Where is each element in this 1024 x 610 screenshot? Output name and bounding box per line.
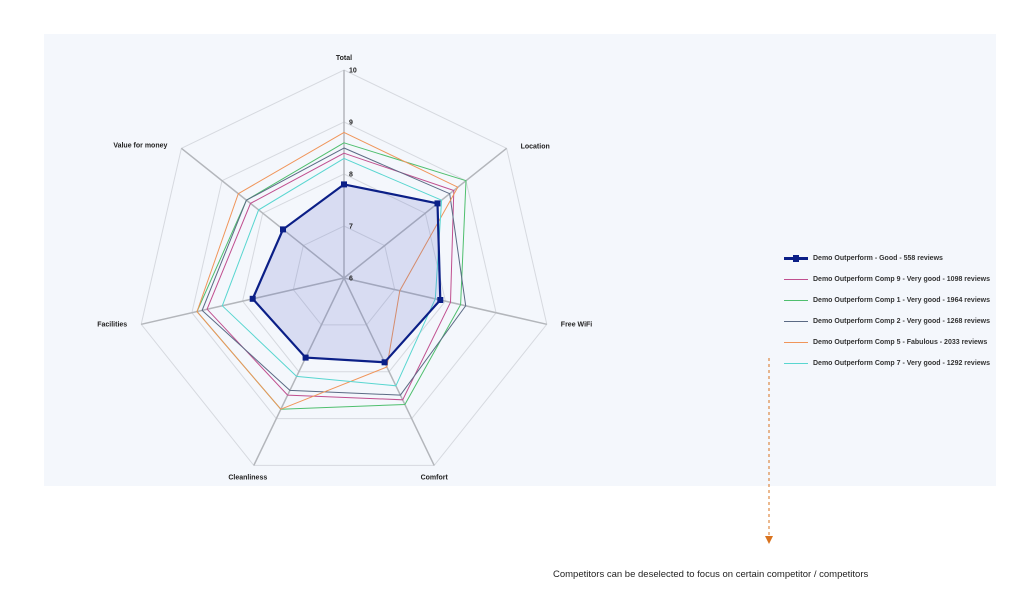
axis-label: Location bbox=[521, 143, 550, 150]
series-line bbox=[201, 147, 467, 396]
legend-item[interactable]: Demo Outperform - Good - 558 reviews bbox=[784, 248, 1024, 269]
axis-spoke bbox=[253, 277, 345, 466]
legend-label: Demo Outperform - Good - 558 reviews bbox=[813, 255, 943, 262]
data-point bbox=[280, 226, 286, 233]
radar-series bbox=[196, 131, 467, 410]
tick-label: 6 bbox=[349, 276, 353, 283]
legend-label: Demo Outperform Comp 1 - Very good - 196… bbox=[813, 297, 990, 304]
radar-grid bbox=[140, 69, 548, 466]
axis-spoke bbox=[343, 147, 508, 279]
legend-swatch bbox=[784, 297, 808, 304]
radar-labels: 6 7 8 9 10 Total Location Free WiFi Comfort Clean… bbox=[97, 55, 592, 481]
axis-label: Facilities bbox=[97, 321, 127, 328]
grid-ring bbox=[242, 173, 446, 373]
annotation-arrow bbox=[765, 358, 773, 544]
tick-label: 9 bbox=[349, 120, 353, 127]
tick-label: 10 bbox=[349, 68, 357, 75]
legend-item[interactable]: Demo Outperform Comp 9 - Very good - 109… bbox=[784, 269, 1024, 290]
legend-item[interactable]: Demo Outperform Comp 1 - Very good - 196… bbox=[784, 290, 1024, 311]
grid-ring bbox=[140, 69, 548, 466]
tick-label: 8 bbox=[349, 172, 353, 179]
series-line bbox=[206, 152, 455, 401]
tick-label: 7 bbox=[349, 224, 353, 231]
legend-item[interactable]: Demo Outperform Comp 2 - Very good - 126… bbox=[784, 311, 1024, 332]
data-point bbox=[302, 354, 309, 361]
axis-spoke bbox=[343, 277, 435, 466]
legend-label: Demo Outperform Comp 7 - Very good - 129… bbox=[813, 360, 990, 367]
data-point bbox=[249, 295, 256, 302]
axis-label: Total bbox=[336, 55, 352, 62]
legend-swatch bbox=[784, 255, 808, 262]
legend-swatch bbox=[784, 276, 808, 283]
axis-spoke bbox=[180, 147, 345, 279]
chart-panel: 6 7 8 9 10 Total Location Free WiFi Comfort Clean… bbox=[44, 34, 996, 486]
series-line bbox=[196, 131, 459, 410]
data-point bbox=[381, 359, 388, 366]
data-point bbox=[434, 200, 441, 207]
series-line-main bbox=[251, 183, 442, 364]
data-point bbox=[437, 297, 444, 303]
axis-spoke bbox=[141, 277, 345, 326]
legend-item[interactable]: Demo Outperform Comp 5 - Fabulous - 2033… bbox=[784, 332, 1024, 353]
data-point bbox=[341, 181, 347, 188]
axis-label: Free WiFi bbox=[561, 321, 592, 328]
legend-swatch bbox=[784, 318, 808, 325]
axis-label: Value for money bbox=[113, 142, 167, 149]
radar-chart: 6 7 8 9 10 Total Location Free WiFi Comfort Clean… bbox=[97, 55, 592, 481]
annotation-text: Competitors can be deselected to focus o… bbox=[553, 569, 869, 580]
legend: Demo Outperform - Good - 558 reviews Demo… bbox=[784, 248, 1024, 374]
series-line bbox=[196, 142, 467, 410]
legend-swatch bbox=[784, 339, 808, 346]
grid-ring bbox=[191, 121, 497, 420]
series-line bbox=[221, 157, 443, 387]
axis-spoke bbox=[343, 277, 547, 326]
legend-item[interactable]: Demo Outperform Comp 7 - Very good - 129… bbox=[784, 353, 1024, 374]
axis-label: Comfort bbox=[421, 474, 449, 481]
legend-label: Demo Outperform Comp 9 - Very good - 109… bbox=[813, 276, 990, 283]
legend-label: Demo Outperform Comp 2 - Very good - 126… bbox=[813, 318, 990, 325]
axis-label: Cleanliness bbox=[228, 474, 267, 481]
legend-swatch bbox=[784, 360, 808, 367]
grid-ring bbox=[292, 225, 396, 326]
legend-label: Demo Outperform Comp 5 - Fabulous - 2033… bbox=[813, 339, 988, 346]
